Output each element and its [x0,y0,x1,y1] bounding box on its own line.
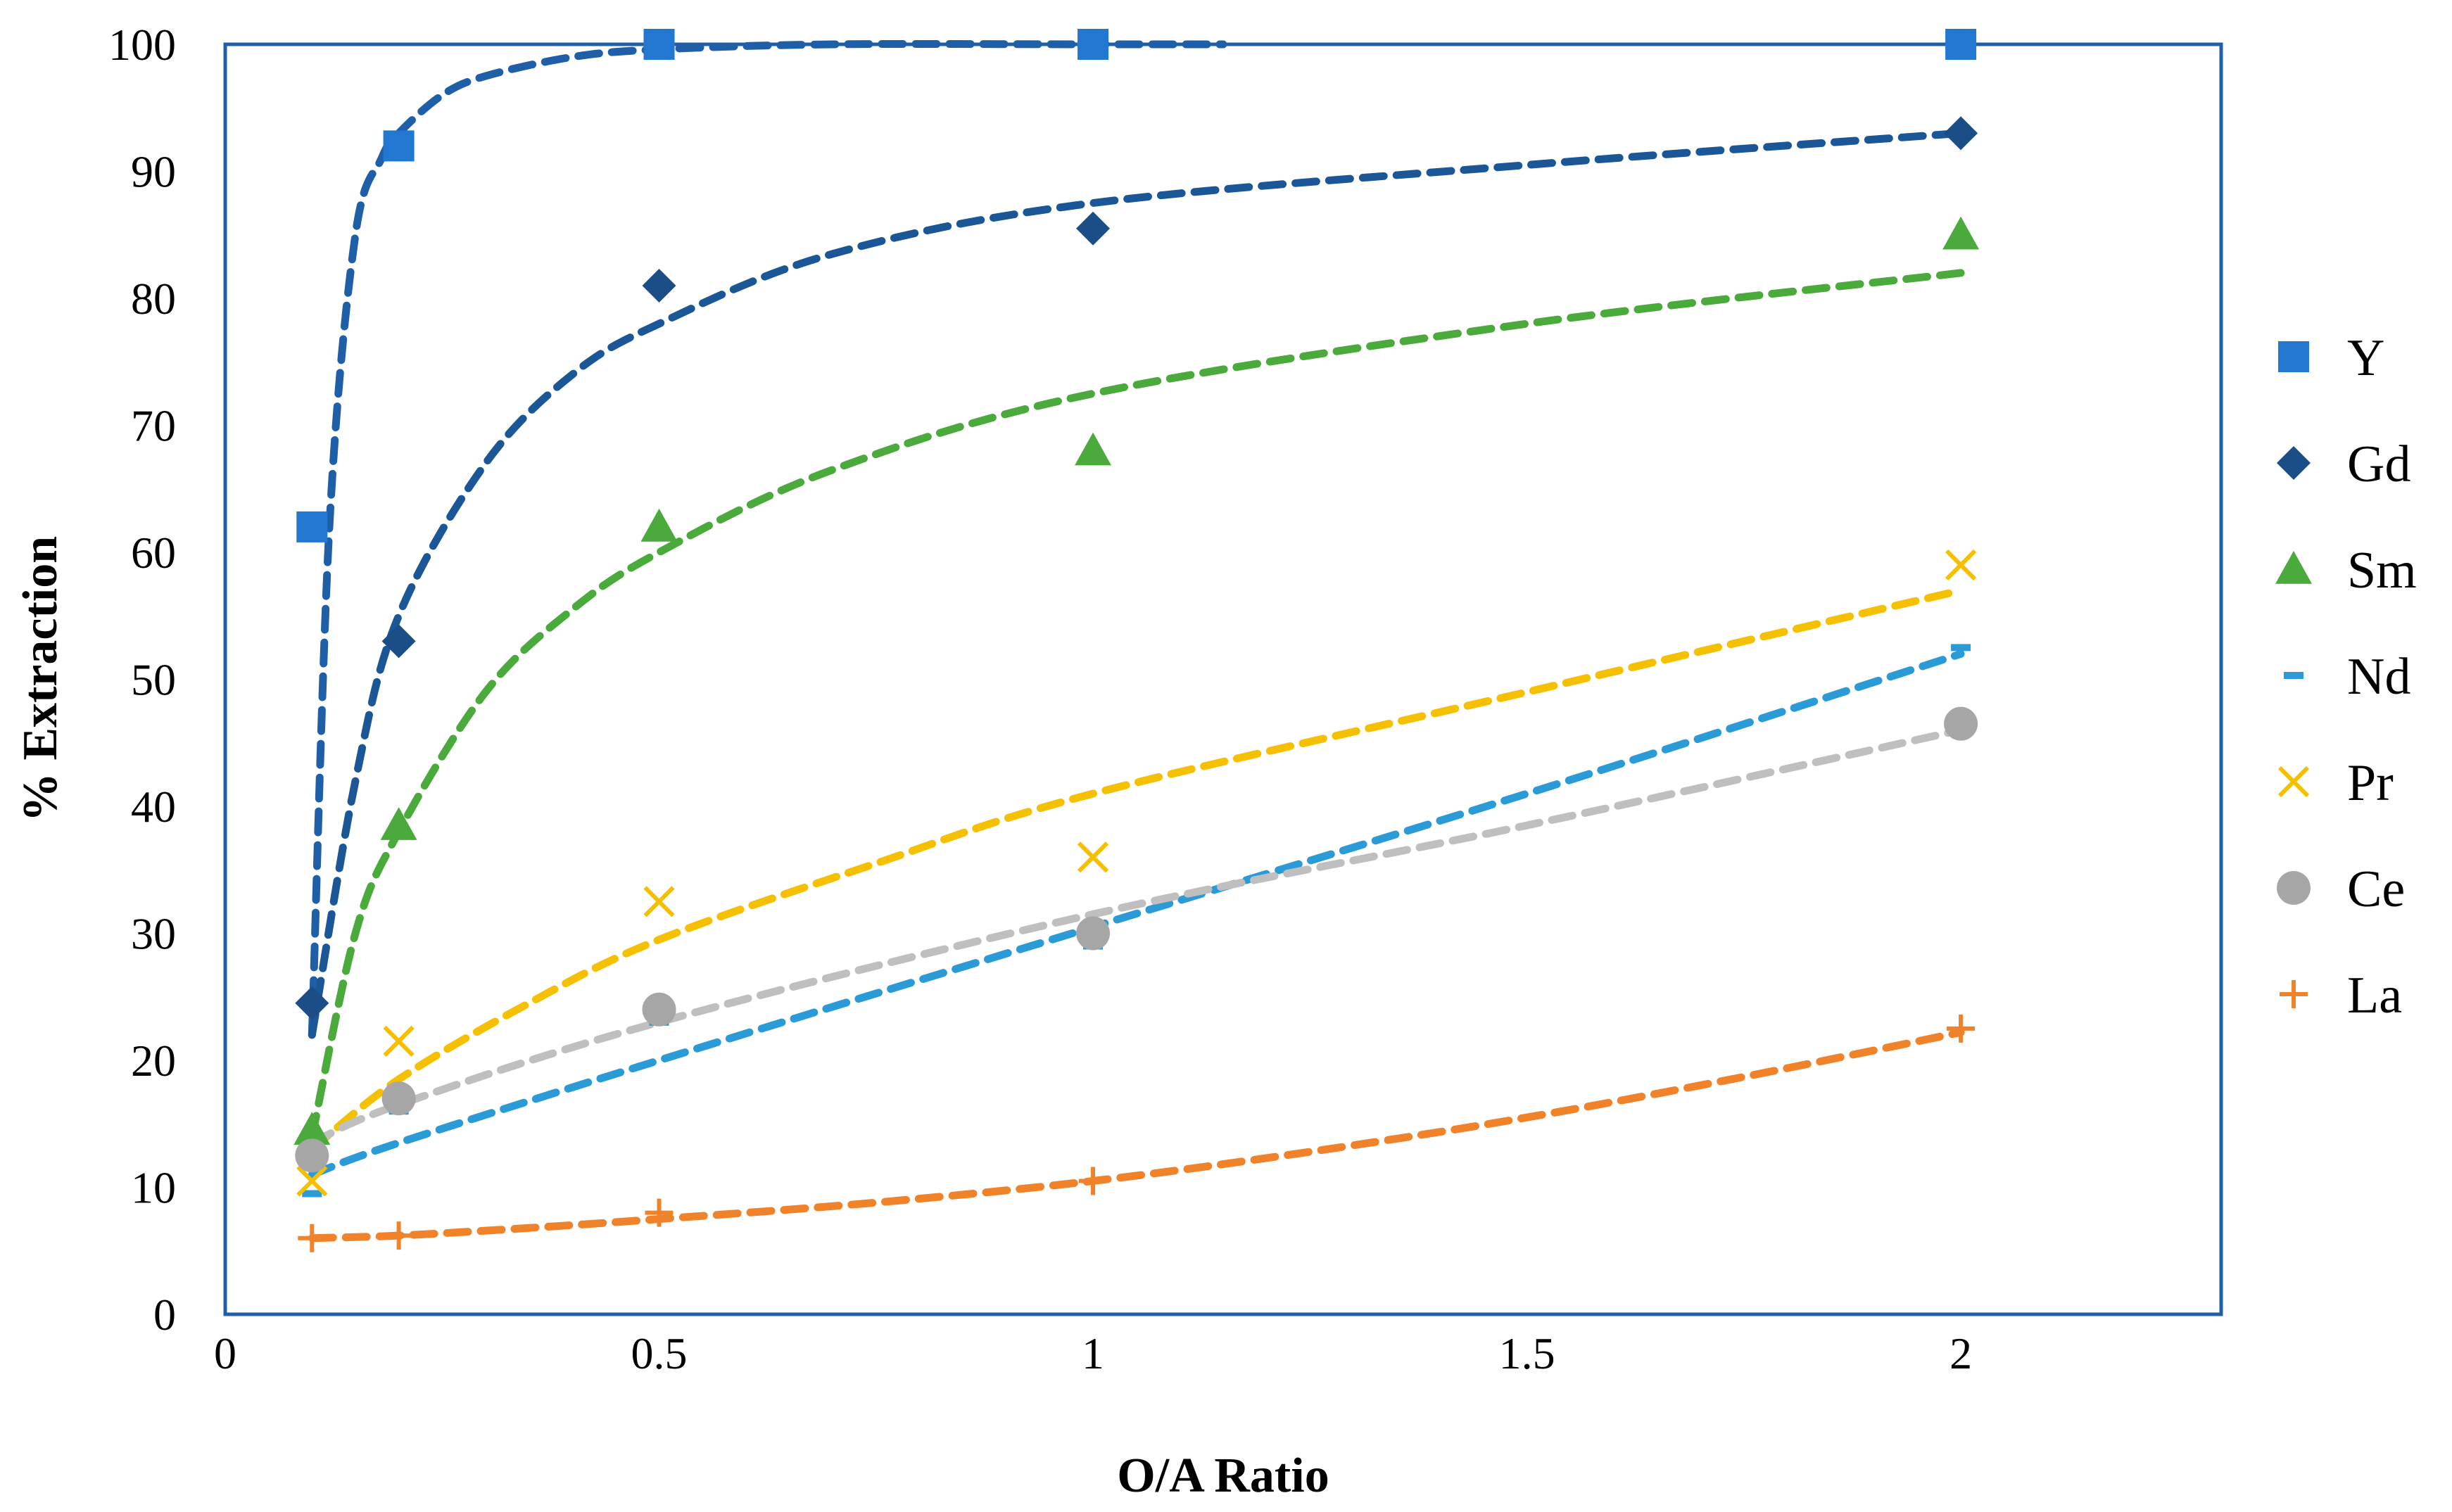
trendline-la [308,1028,1965,1243]
data-point-y [1078,29,1109,60]
data-point-sm [1942,216,1980,250]
data-point-sm [380,807,417,840]
plot-area-border [223,42,2223,1316]
legend-marker-y [2278,341,2309,372]
data-point-sm [1075,432,1112,466]
y-axis-ticks: 0 10 20 30 40 50 60 70 80 90 100 [108,20,176,1340]
x-tick-label: 0.5 [631,1328,688,1378]
y-tick-label: 30 [131,909,176,959]
legend-label: Gd [2347,436,2410,493]
data-point-sm [293,1112,331,1145]
trendline-ce [308,726,1965,1147]
data-point-pr [1077,841,1109,873]
y-tick-label: 40 [131,782,176,832]
trendline-y [308,39,1227,1039]
legend-label: Sm [2347,542,2417,599]
data-point-gd [1944,116,1978,151]
series-gd [295,116,1978,1020]
legend-item-pr: Pr [2277,754,2394,812]
data-markers [293,29,1980,1252]
legend-marker-ce [2277,871,2311,905]
legend-marker-gd [2277,446,2311,480]
data-point-ce [381,1081,416,1116]
data-point-ce [1944,706,1978,741]
data-point-pr [383,1025,415,1057]
series-pr [296,549,1977,1197]
data-point-nd [302,1190,322,1197]
y-tick-label: 0 [153,1290,176,1340]
data-point-pr [296,1165,328,1197]
data-point-la [384,1221,413,1250]
data-point-y [643,29,675,60]
data-point-ce [1076,916,1111,951]
legend-item-y: Y [2278,329,2384,387]
trendline-sm [308,269,1965,1141]
legend-item-la: La [2280,967,2402,1024]
y-axis-title: % Extraction [13,536,68,822]
legend-marker-pr [2277,765,2310,798]
legend-item-gd: Gd [2277,436,2410,493]
data-point-la [298,1224,327,1252]
series-y [296,29,1977,542]
legend-item-nd: Nd [2284,648,2410,706]
data-point-ce [642,992,676,1027]
x-tick-label: 0 [214,1328,236,1378]
legend-marker-la [2280,980,2308,1008]
data-point-y [383,130,415,162]
legend-label: Nd [2347,648,2410,706]
legend-item-ce: Ce [2277,860,2405,918]
y-tick-label: 10 [131,1163,176,1213]
data-point-y [296,511,328,542]
legend-label: Pr [2347,754,2394,812]
data-point-pr [1945,549,1977,581]
trendlines [308,39,1965,1243]
y-tick-label: 80 [131,274,176,324]
y-tick-label: 20 [131,1036,176,1086]
series-la [298,1014,1976,1252]
data-point-gd [1076,211,1111,246]
x-axis-ticks: 0 0.5 1 1.5 2 [214,1328,1972,1378]
legend: Y Gd Sm Nd Pr Ce La [2275,329,2417,1024]
data-point-sm [640,508,678,542]
data-point-gd [381,624,416,659]
data-point-la [1947,1014,1976,1043]
legend-label: La [2347,967,2402,1024]
data-point-nd [1951,644,1971,652]
legend-label: Ce [2347,860,2405,918]
x-axis-title: O/A Ratio [1117,1449,1329,1503]
data-point-pr [643,886,675,917]
trendline-pr [308,586,1965,1153]
y-tick-label: 60 [131,528,176,578]
data-point-la [645,1198,674,1227]
x-tick-label: 1 [1082,1328,1104,1378]
series-ce [295,706,1978,1173]
legend-marker-nd [2284,672,2304,679]
legend-marker-sm [2275,551,2312,584]
y-tick-label: 90 [131,147,176,197]
trendline-nd [308,649,1965,1179]
series-nd [302,644,1971,1197]
data-point-gd [642,268,676,303]
data-point-la [1079,1167,1108,1195]
trendline-gd [308,129,1965,1039]
x-tick-label: 1.5 [1499,1328,1555,1378]
y-tick-label: 50 [131,655,176,705]
data-point-y [1945,29,1977,60]
data-point-ce [295,1138,329,1173]
y-tick-label: 100 [108,20,176,70]
legend-item-sm: Sm [2275,542,2417,599]
y-tick-label: 70 [131,401,176,451]
data-point-gd [295,986,329,1020]
series-sm [293,216,1980,1145]
legend-label: Y [2347,329,2384,387]
x-tick-label: 2 [1949,1328,1972,1378]
